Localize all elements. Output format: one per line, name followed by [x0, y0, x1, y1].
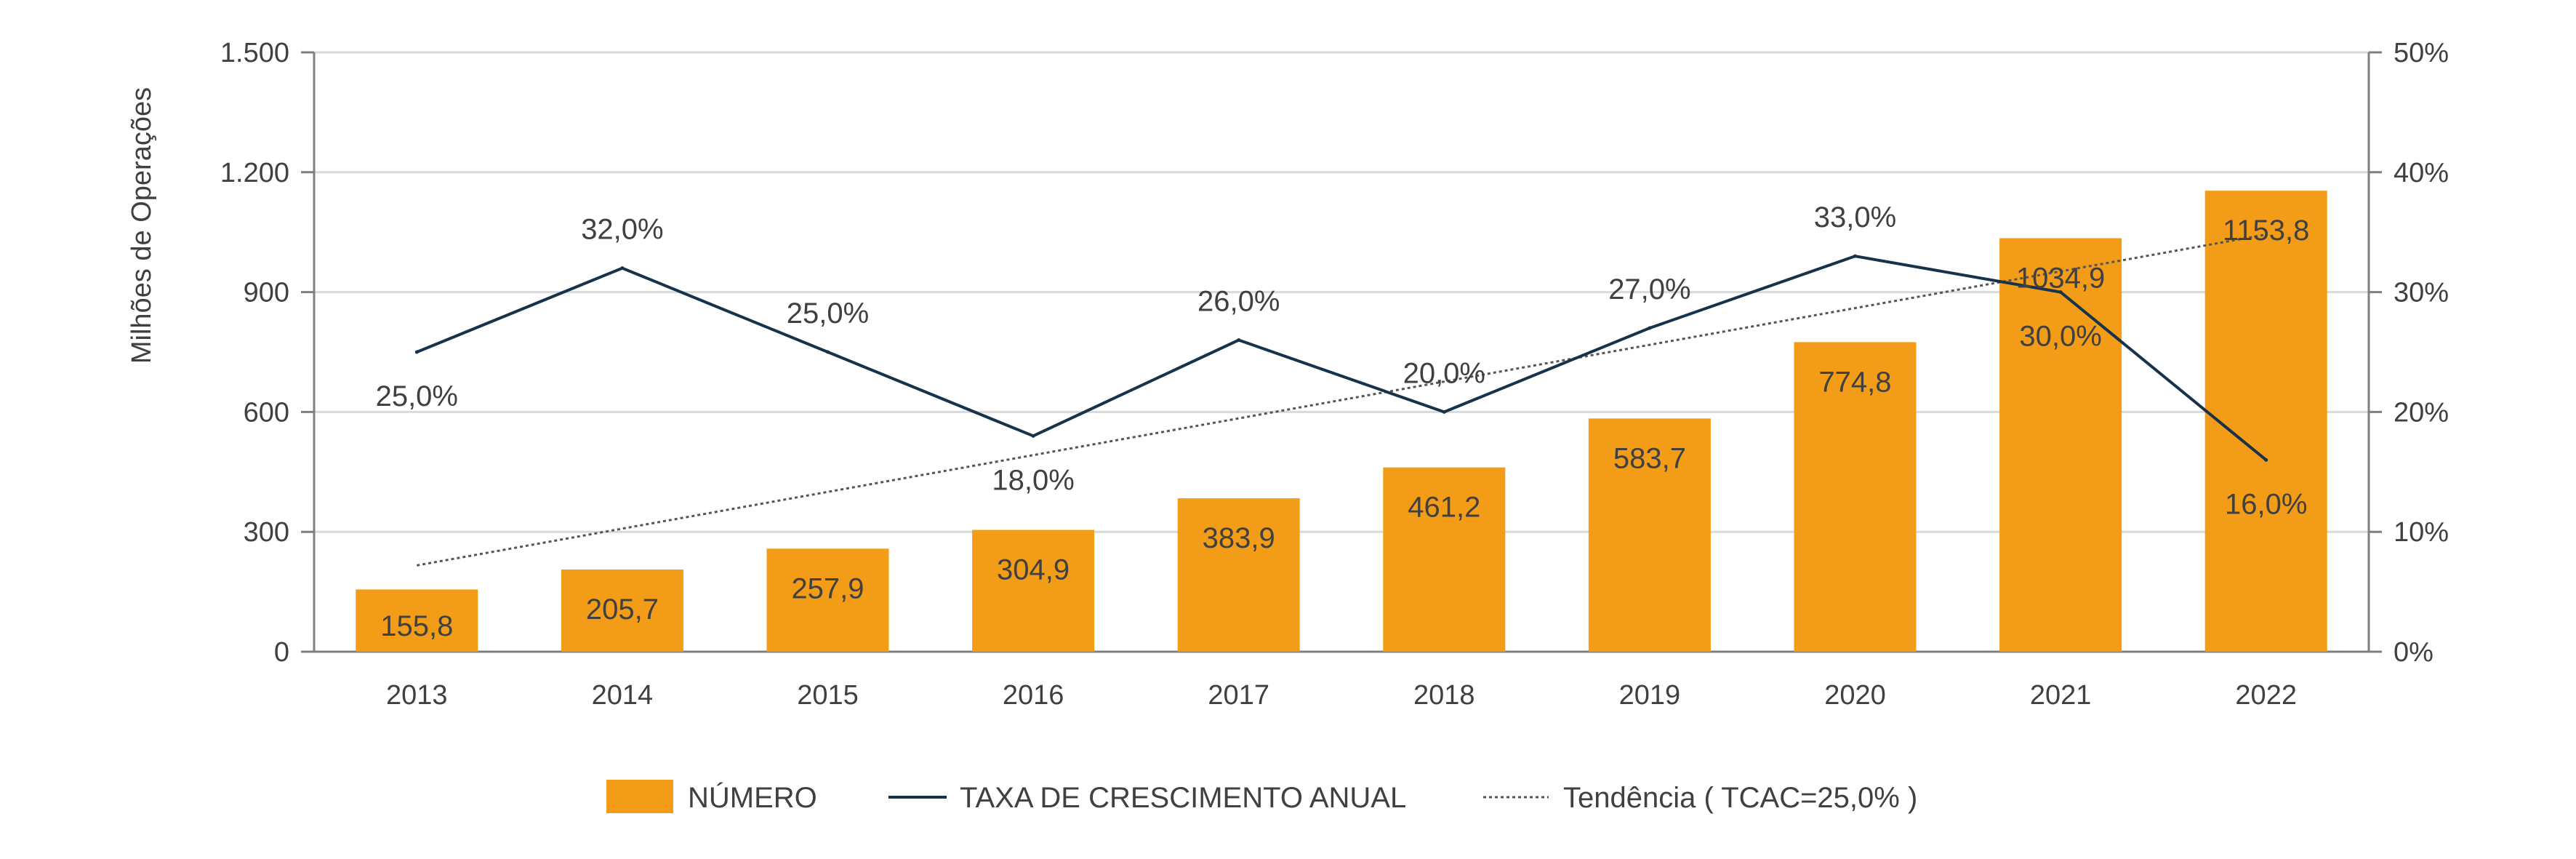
tick-labels: 0 300 600 900 1.200 1.500 0% 10% 20% 30% 40% 50% 201…: [220, 38, 2449, 711]
bar-label-2015: 257,9: [791, 572, 864, 604]
bar-2014: [561, 570, 683, 652]
bar-label-2020: 774,8: [1818, 366, 1891, 398]
legend-label-trend: Tendência ( TCAC=25,0% ): [1563, 782, 1917, 814]
bar-2019: [1588, 418, 1711, 652]
rate-point-2020: [1853, 254, 1857, 258]
y-tick-label: 900: [244, 278, 289, 308]
rate-point-2013: [414, 350, 419, 354]
rate-label-2022: 16,0%: [2225, 488, 2307, 520]
legend-label-rate: TAXA DE CRESCIMENTO ANUAL: [960, 782, 1406, 814]
growth-rate-line: [414, 254, 2268, 462]
y2-tick-label: 50%: [2394, 38, 2449, 68]
rate-label-2019: 27,0%: [1608, 273, 1690, 305]
y2-tick-label: 30%: [2394, 278, 2449, 308]
y2-tick-label: 20%: [2394, 397, 2449, 428]
bar-2015: [766, 548, 889, 652]
rate-point-2018: [1442, 409, 1446, 414]
bar-2017: [1177, 498, 1300, 652]
y-tick-label: 300: [244, 517, 289, 548]
y2-tick-label: 10%: [2394, 517, 2449, 548]
bar-label-2021: 1034,9: [2016, 262, 2105, 294]
bar-label-2019: 583,7: [1613, 442, 1686, 474]
rate-label-2015: 25,0%: [787, 297, 869, 329]
growth-rate-polyline: [416, 255, 2267, 461]
rate-label-2021: 30,0%: [2019, 321, 2101, 353]
rate-point-2019: [1648, 326, 1652, 330]
bar-2021: [1999, 238, 2122, 652]
rate-point-2021: [2058, 290, 2063, 295]
bar-label-2016: 304,9: [997, 554, 1070, 586]
rate-point-2015: [826, 350, 830, 354]
rate-point-2017: [1237, 338, 1241, 343]
rate-point-2016: [1031, 434, 1035, 438]
bar-2016: [972, 530, 1095, 652]
rate-point-2014: [620, 266, 625, 271]
x-tick-label-2021: 2021: [2030, 680, 2092, 711]
bar-2022: [2204, 191, 2327, 652]
bars: [356, 191, 2327, 652]
x-tick-label-2013: 2013: [386, 680, 448, 711]
bar-label-2013: 155,8: [380, 610, 453, 642]
bar-label-2022: 1153,8: [2223, 215, 2309, 247]
rate-label-2014: 32,0%: [581, 214, 663, 246]
rate-label-2018: 20,0%: [1403, 357, 1485, 389]
trendline: [417, 233, 2266, 567]
rate-point-2022: [2264, 458, 2268, 462]
x-tick-label-2018: 2018: [1413, 680, 1475, 711]
x-tick-label-2017: 2017: [1208, 680, 1269, 711]
bar-label-2014: 205,7: [586, 594, 659, 626]
y2-tick-label: 40%: [2394, 158, 2449, 188]
y-axis-title: Milhões de Operações: [127, 87, 157, 364]
legend-swatch-numero: [606, 780, 673, 813]
x-tick-label-2015: 2015: [797, 680, 859, 711]
legend-label-numero: NÚMERO: [688, 781, 817, 814]
trend-line: [417, 233, 2266, 567]
y-tick-label: 1.500: [220, 38, 289, 68]
bar-label-2018: 461,2: [1408, 492, 1480, 524]
bar-2013: [356, 589, 478, 652]
rate-label-2016: 18,0%: [992, 464, 1074, 496]
x-tick-label-2016: 2016: [1003, 680, 1064, 711]
legend: NÚMERO TAXA DE CRESCIMENTO ANUAL Tendência…: [606, 780, 1917, 814]
bar-2018: [1383, 467, 1506, 652]
y-tick-label: 600: [244, 397, 289, 428]
x-tick-label-2020: 2020: [1824, 680, 1886, 711]
rate-label-2017: 26,0%: [1197, 286, 1280, 318]
x-tick-label-2022: 2022: [2235, 680, 2297, 711]
y2-tick-label: 0%: [2394, 637, 2433, 668]
x-tick-label-2014: 2014: [592, 680, 654, 711]
bar-label-2017: 383,9: [1203, 522, 1275, 554]
x-tick-label-2019: 2019: [1619, 680, 1681, 711]
data-labels: 155,8 205,7 257,9 304,9 383,9 461,2 583,7 774,8…: [376, 201, 2310, 642]
y-tick-label: 0: [274, 637, 289, 668]
y-tick-label: 1.200: [220, 158, 289, 188]
rate-label-2013: 25,0%: [376, 380, 458, 412]
bar-2020: [1794, 342, 1917, 652]
rate-label-2020: 33,0%: [1814, 201, 1896, 233]
